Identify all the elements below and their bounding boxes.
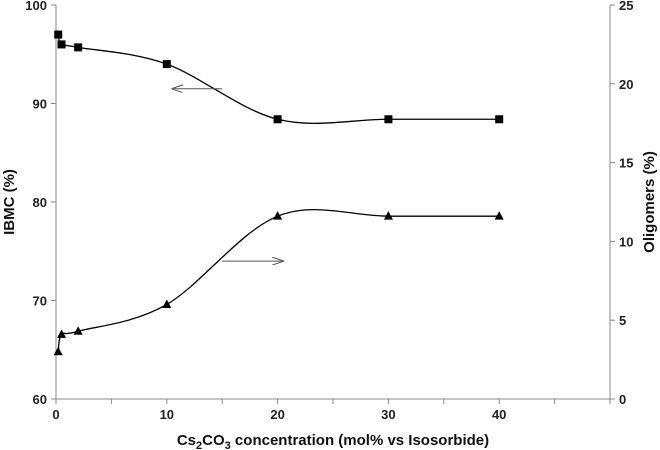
series-1-point xyxy=(384,115,393,124)
y-left-tick-label: 70 xyxy=(33,294,47,309)
y-right-tick-label: 10 xyxy=(619,234,633,249)
series-1-point xyxy=(54,30,63,39)
axis-titles: Cs2CO3 concentration (mol% vs Isosorbide… xyxy=(1,151,658,450)
series-2-point xyxy=(494,211,504,220)
series-layer xyxy=(53,30,504,356)
series-1-point xyxy=(273,115,282,124)
x-axis-title: Cs2CO3 concentration (mol% vs Isosorbide… xyxy=(177,432,489,450)
series-2-point xyxy=(73,326,83,335)
x-tick-label: 20 xyxy=(270,407,284,422)
y-left-tick-label: 100 xyxy=(25,0,47,13)
series-1-point xyxy=(162,60,171,69)
y-left-tick-label: 80 xyxy=(33,195,47,210)
y-right-tick-label: 0 xyxy=(619,392,626,407)
y-right-tick-label: 25 xyxy=(619,0,633,13)
series-2-point xyxy=(273,211,283,220)
axes: 0 10 20 30 40 60 70 80 90 100 0 5 10 15 20 25 xyxy=(25,0,633,422)
series-1-point xyxy=(74,43,83,52)
y-left-tick-label: 90 xyxy=(33,97,47,112)
y-right-axis-title: Oligomers (%) xyxy=(641,151,658,253)
series-2-point xyxy=(53,346,63,356)
series-2-point xyxy=(162,299,172,308)
x-tick-label: 0 xyxy=(52,407,59,422)
y-right-tick-label: 20 xyxy=(619,77,633,92)
x-tick-label: 30 xyxy=(381,407,395,422)
x-tick-label: 10 xyxy=(160,407,174,422)
series-1-point xyxy=(495,115,504,124)
annotation-layer xyxy=(172,89,283,261)
x-tick-label: 40 xyxy=(492,407,506,422)
series-2-point xyxy=(383,211,393,220)
series-1-line xyxy=(57,34,500,124)
series-1-point xyxy=(57,40,66,49)
y-right-tick-label: 5 xyxy=(619,313,626,328)
y-left-tick-label: 60 xyxy=(33,392,47,407)
series-2-line xyxy=(57,209,500,352)
y-right-tick-label: 15 xyxy=(619,156,633,171)
series-2-point xyxy=(57,329,67,338)
y-left-axis-title: IBMC (%) xyxy=(1,169,18,235)
